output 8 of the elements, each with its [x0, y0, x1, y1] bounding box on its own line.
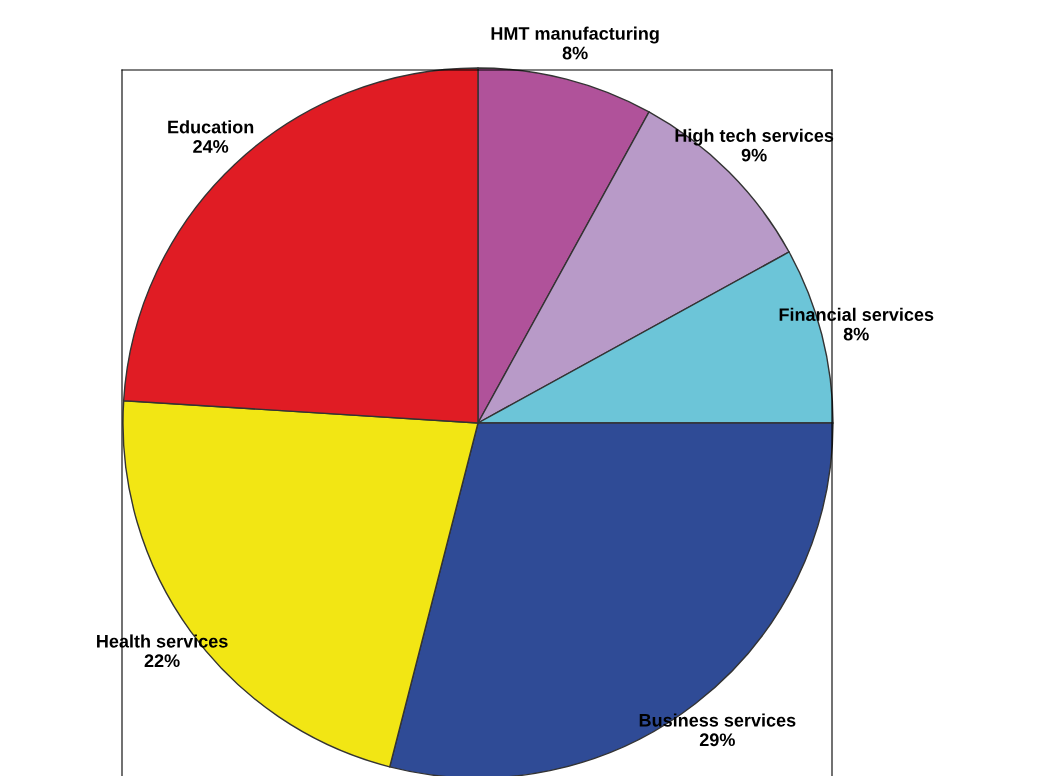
- data-label: 22%: [144, 654, 180, 668]
- data-label: 8%: [562, 46, 588, 60]
- data-label: 24%: [193, 140, 229, 153]
- data-label: 9%: [741, 148, 767, 162]
- data-label: 8%: [843, 327, 869, 341]
- data-label: 29%: [699, 733, 735, 747]
- slice-label: Education: [168, 120, 254, 134]
- slice-label: HMT manufacturing: [491, 26, 659, 44]
